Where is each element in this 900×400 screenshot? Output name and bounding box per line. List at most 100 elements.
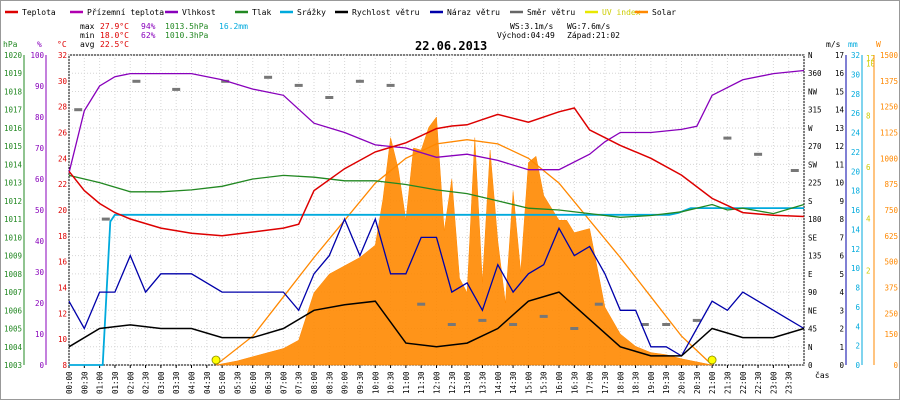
series-rain <box>69 207 804 366</box>
series-pressure <box>68 174 805 218</box>
wind-direction-mark <box>640 323 649 326</box>
hpa-axis-tick: 1020 <box>4 51 23 60</box>
stats-avg-temp: 22.5°C <box>100 40 129 49</box>
wind-direction-mark <box>101 217 110 221</box>
mm-axis-tick: 16 <box>851 206 861 215</box>
x-axis-tick: 19:30 <box>662 371 671 394</box>
x-axis-tick: 04:30 <box>203 371 212 394</box>
dir-axis-tick: 45 <box>808 325 817 334</box>
x-axis-tick: 23:00 <box>769 371 778 394</box>
mm-axis-tick: 30 <box>851 70 861 79</box>
sunset: Západ:21:02 <box>567 31 620 40</box>
x-axis-tick: 02:30 <box>142 371 151 394</box>
hpa-axis-tick: 1018 <box>4 87 23 96</box>
dir-axis-tick: NE <box>808 306 818 315</box>
x-axis-tick: 09:00 <box>341 371 350 394</box>
dir-axis-tick: S <box>808 197 813 206</box>
wind-direction-mark <box>790 169 799 172</box>
pct-axis-tick: 70 <box>35 144 45 153</box>
mm-axis-tick: 22 <box>851 148 860 157</box>
wind-direction-mark <box>74 108 83 112</box>
w-axis-tick: 0 <box>893 361 898 370</box>
temp-axis-tick: 30 <box>58 77 68 86</box>
stats-max-label: max <box>80 22 95 31</box>
mm-axis-tick: 20 <box>851 167 861 176</box>
x-axis-tick: 00:30 <box>80 371 89 394</box>
series-humidity <box>68 69 805 173</box>
wind-direction-mark <box>754 152 763 156</box>
wind-direction-mark <box>355 79 364 83</box>
w-axis-tick: 375 <box>884 284 898 293</box>
sunrise: Východ:04:49 <box>497 31 555 40</box>
ms-axis-tick: 10 <box>835 179 845 188</box>
stats-rain-total: 16.2mm <box>219 22 248 31</box>
pct-axis-tick: 0 <box>39 361 44 370</box>
x-axis-tick: 12:30 <box>448 371 457 394</box>
x-axis-tick: 08:00 <box>310 371 319 394</box>
temp-unit: °C <box>57 40 67 49</box>
x-axis-tick: 18:30 <box>632 371 641 394</box>
wind-direction-mark <box>570 327 579 330</box>
hpa-axis-tick: 1007 <box>4 288 22 297</box>
x-axis-tick: 00:00 <box>65 371 74 394</box>
ms-axis-tick: 14 <box>835 106 845 115</box>
temp-axis-tick: 32 <box>58 51 67 60</box>
wind-direction-mark <box>447 323 456 326</box>
legend-label: Náraz větru <box>447 8 500 17</box>
w-axis: 0 150 250 375 500 625 750 875 1000 1125 1250 1375 15… <box>880 51 899 370</box>
x-axis-tick: 01:30 <box>111 371 120 394</box>
stats-min-temp: 18.0°C <box>100 31 129 40</box>
x-axis-tick: 17:00 <box>586 371 595 394</box>
x-axis-tick: 13:00 <box>463 371 472 394</box>
w-axis-tick: 1500 <box>880 51 899 60</box>
temp-axis: 8 10 12 14 16 18 20 22 24 26 28 30 32 <box>58 51 68 370</box>
x-axis-tick: 15:00 <box>524 371 533 394</box>
x-axis-tick: 22:30 <box>754 371 763 394</box>
temp-axis-tick: 14 <box>58 284 68 293</box>
dir-axis-tick: SW <box>808 160 818 169</box>
stats-min-press: 1010.3hPa <box>165 31 209 40</box>
dir-axis-tick: E <box>808 270 813 279</box>
w-axis-tick: 875 <box>884 180 898 189</box>
wind-info: WS:3.1m/s WG:7.6m/s Východ:04:49 Západ:21:0… <box>497 22 620 40</box>
w-axis-tick: 1375 <box>880 77 898 86</box>
x-axis-tick: 14:30 <box>509 371 518 394</box>
w-axis-tick: 1250 <box>880 103 899 112</box>
x-axis-tick: 01:00 <box>96 371 105 394</box>
stats-min-label: min <box>80 31 95 40</box>
x-axis-tick: 04:00 <box>188 371 197 394</box>
dir-axis: 0 N 45 NE 90 E 135 SE 180 S 225 SW 270 W 315 NW 360 N <box>808 51 822 370</box>
ms-axis-tick: 0 <box>839 361 844 370</box>
w-axis-tick: 625 <box>884 232 898 241</box>
w-unit: W <box>876 40 881 49</box>
pct-axis: 0 10 20 30 40 50 60 70 80 90 100 <box>30 51 44 370</box>
hpa-axis-tick: 1006 <box>4 306 23 315</box>
x-axis-tick: 05:00 <box>218 371 227 394</box>
ms-axis-tick: 5 <box>839 270 844 279</box>
legend-label: Vlhkost <box>182 8 216 17</box>
x-axis-tick: 13:30 <box>478 371 487 394</box>
uv-marker <box>211 355 221 365</box>
stats-max-temp: 27.9°C <box>100 22 129 31</box>
pct-unit: % <box>37 40 42 49</box>
stats-block: max 27.9°C 94% 1013.5hPa 16.2mm min 18.0°C 62% 1… <box>80 22 248 49</box>
uv-axis-tick: 10 <box>866 60 876 69</box>
uv-axis-tick: 6 <box>866 163 871 172</box>
mm-axis-tick: 4 <box>855 322 860 331</box>
x-axis-tick: 16:00 <box>555 371 564 394</box>
ms-axis-tick: 9 <box>839 197 844 206</box>
pct-axis-tick: 30 <box>35 268 45 277</box>
hpa-axis-tick: 1008 <box>4 270 23 279</box>
mm-axis-tick: 6 <box>855 303 860 312</box>
x-axis: 00:00 00:30 01:00 01:30 02:00 02:30 03:00 03:30… <box>65 365 794 394</box>
hpa-axis-tick: 1005 <box>4 325 22 334</box>
w-axis-tick: 1125 <box>880 129 898 138</box>
mm-axis-tick: 0 <box>855 361 860 370</box>
dir-axis-tick: 90 <box>808 288 818 297</box>
w-axis-tick: 1000 <box>880 154 899 163</box>
ms-unit: m/s <box>826 40 841 49</box>
series-temperature <box>68 107 805 237</box>
x-axis-tick: 19:00 <box>647 371 656 394</box>
x-axis-tick: 06:00 <box>249 371 258 394</box>
